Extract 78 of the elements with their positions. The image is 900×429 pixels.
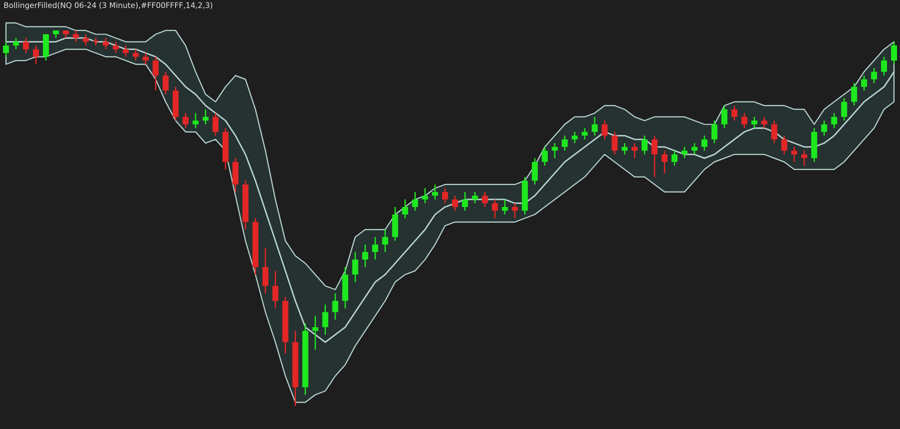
candlestick: [781, 135, 788, 156]
candlestick: [512, 202, 518, 219]
candlestick: [402, 198, 408, 219]
candlestick: [681, 146, 688, 159]
candlestick: [771, 120, 778, 144]
candlestick: [582, 128, 588, 140]
candlestick: [741, 112, 748, 129]
candlestick: [662, 150, 668, 174]
candlestick: [122, 44, 129, 58]
candlestick: [422, 188, 428, 204]
candlestick: [652, 135, 658, 178]
candlestick: [761, 116, 768, 129]
candlestick: [162, 71, 169, 95]
candlestick: [592, 116, 598, 136]
candlestick: [22, 37, 29, 54]
candlestick: [262, 248, 268, 294]
candlestick: [622, 142, 628, 156]
candlestick: [492, 198, 498, 219]
candlestick: [851, 82, 858, 106]
candlestick: [352, 251, 358, 283]
candlestick: [132, 48, 139, 62]
candlestick: [472, 191, 478, 204]
candlestick: [112, 41, 119, 54]
candlestick: [701, 135, 708, 152]
candlestick: [72, 30, 79, 42]
candlestick: [212, 112, 219, 136]
candlestick: [642, 135, 648, 156]
candlestick: [871, 67, 878, 84]
candlestick: [142, 52, 149, 65]
candlestick: [152, 56, 159, 92]
candlestick: [831, 112, 838, 129]
candlestick: [192, 112, 199, 129]
candlestick: [2, 41, 9, 58]
candlestick: [382, 228, 388, 253]
candlestick: [332, 292, 338, 320]
candlestick: [32, 44, 39, 65]
candlestick: [672, 150, 678, 166]
candlestick: [272, 270, 278, 310]
candlestick: [322, 304, 328, 336]
candlestick: [691, 142, 698, 156]
candlestick: [731, 104, 738, 122]
candlestick: [412, 191, 418, 212]
candlestick: [232, 158, 238, 193]
candlestick: [562, 135, 568, 152]
candlestick: [312, 315, 318, 350]
candlestick: [542, 146, 548, 166]
candlestick: [372, 236, 378, 260]
candlestick: [182, 112, 189, 129]
candlestick: [891, 41, 898, 65]
candlestick: [751, 116, 758, 129]
candlestick: [632, 142, 638, 159]
candlestick: [572, 131, 578, 144]
candlestick: [442, 188, 448, 204]
candlestick: [462, 191, 468, 212]
candlestick: [502, 198, 508, 216]
candlestick: [92, 37, 99, 46]
candlestick: [552, 142, 558, 159]
candlestick: [532, 158, 538, 186]
candlestick: [612, 131, 618, 156]
candlestick: [602, 120, 608, 140]
candlestick: [362, 244, 368, 268]
candlestick: [801, 150, 808, 166]
candlestick: [482, 191, 488, 208]
candlestick: [881, 56, 888, 76]
candlestick: [392, 206, 398, 242]
candlestick: [861, 74, 868, 92]
candlestick: [821, 120, 828, 136]
candlestick: [82, 34, 89, 46]
candlestick: [841, 97, 848, 122]
candlestick: [12, 37, 19, 50]
candlestick: [721, 104, 728, 129]
candlestick: [711, 120, 718, 144]
candlestick: [432, 184, 438, 200]
candlestick: [452, 195, 458, 212]
candlestick: [202, 108, 209, 125]
candlestick: [791, 146, 798, 163]
candlestick: [102, 37, 109, 50]
candlestick: [42, 34, 49, 62]
